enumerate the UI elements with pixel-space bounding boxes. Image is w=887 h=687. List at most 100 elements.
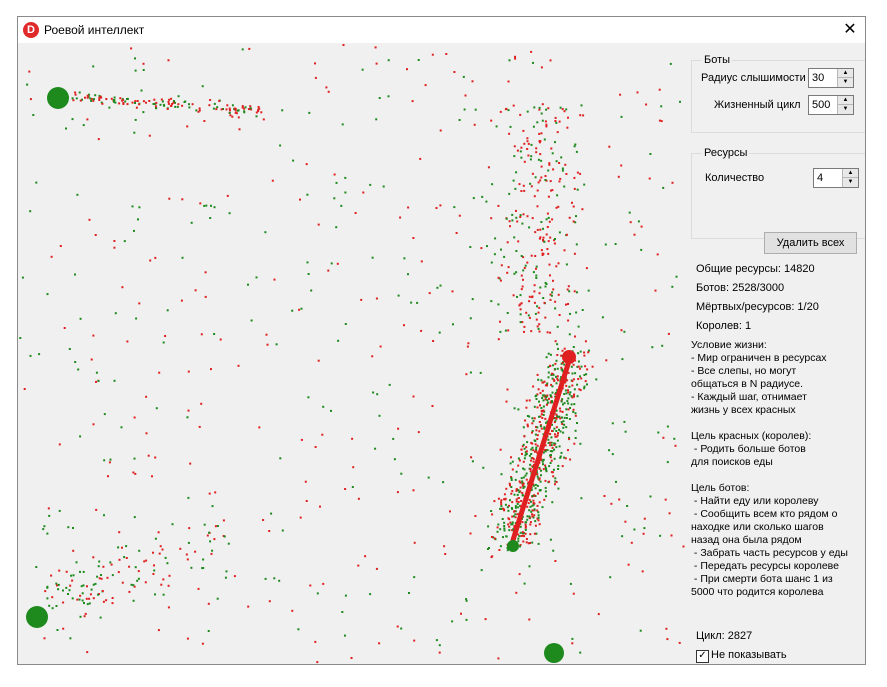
cluster-particle xyxy=(545,470,548,473)
quantity-down-icon[interactable]: ▼ xyxy=(843,178,858,187)
bot-particle xyxy=(654,289,657,292)
queen-particle xyxy=(633,233,636,236)
trail-particle xyxy=(257,106,260,108)
hearing-radius-down-icon[interactable]: ▼ xyxy=(838,78,853,87)
cluster-particle xyxy=(516,513,519,516)
trail-particle xyxy=(105,98,108,100)
queen-particle xyxy=(458,214,461,217)
queen-particle xyxy=(623,420,626,423)
queen-particle xyxy=(207,602,210,605)
band-particle xyxy=(519,150,522,153)
queen-particle xyxy=(327,269,330,272)
queen-particle xyxy=(528,618,531,621)
bot-particle xyxy=(374,46,377,49)
cluster-particle xyxy=(519,486,522,489)
scatter-particle xyxy=(203,523,206,526)
cluster-particle xyxy=(532,503,535,506)
bot-particle xyxy=(264,231,267,234)
trail-particle xyxy=(247,108,250,111)
lifecycle-up-icon[interactable]: ▲ xyxy=(838,96,853,105)
hearing-radius-stepper[interactable]: 30 ▲ ▼ xyxy=(808,68,854,88)
band-particle xyxy=(554,116,557,119)
lifecycle-stepper[interactable]: 500 ▲ ▼ xyxy=(808,95,854,115)
bot-particle xyxy=(465,373,468,376)
cluster-particle xyxy=(571,384,574,387)
quantity-stepper[interactable]: 4 ▲ ▼ xyxy=(813,168,859,188)
cluster-particle xyxy=(553,448,556,451)
cluster-particle xyxy=(503,527,506,530)
cluster-particle xyxy=(584,365,587,368)
cluster-particle xyxy=(565,426,568,429)
band-particle xyxy=(551,152,554,155)
band-particle xyxy=(508,192,511,195)
band-particle xyxy=(561,108,564,111)
cluster-particle xyxy=(511,521,514,524)
band-particle xyxy=(549,180,552,183)
cluster-particle xyxy=(577,360,580,363)
hearing-radius-value[interactable]: 30 xyxy=(812,72,825,84)
delete-all-button[interactable]: Удалить всех xyxy=(764,232,857,254)
queen-particle xyxy=(350,657,353,659)
cluster-particle xyxy=(510,523,513,526)
queen-particle xyxy=(396,625,399,628)
quantity-value[interactable]: 4 xyxy=(817,172,824,184)
scatter-particle xyxy=(79,615,82,618)
cluster-particle xyxy=(527,502,530,505)
band-particle xyxy=(526,137,529,140)
dont-show-checkbox[interactable]: ✓ xyxy=(696,650,709,663)
queen-particle xyxy=(270,512,273,515)
cluster-particle xyxy=(514,516,517,519)
resource-node xyxy=(507,540,519,552)
cluster-particle xyxy=(536,393,539,396)
cluster-particle xyxy=(545,495,547,498)
queen-particle xyxy=(314,446,317,448)
bot-particle xyxy=(164,335,167,337)
bot-particle xyxy=(133,457,136,460)
bot-particle xyxy=(665,627,668,630)
bot-particle xyxy=(297,628,300,631)
cluster-particle xyxy=(533,514,536,517)
cluster-particle xyxy=(551,385,554,388)
lifecycle-down-icon[interactable]: ▼ xyxy=(838,105,853,114)
trail-particle xyxy=(126,103,129,106)
band-particle xyxy=(547,252,550,255)
simulation-canvas[interactable] xyxy=(18,43,688,664)
scatter-particle xyxy=(158,552,161,555)
queen-particle xyxy=(571,642,574,645)
bot-particle xyxy=(529,182,532,185)
cluster-particle xyxy=(571,372,574,375)
cluster-particle xyxy=(544,384,547,387)
bot-particle xyxy=(58,509,61,512)
band-particle xyxy=(572,220,575,223)
cluster-particle xyxy=(518,535,521,538)
lifecycle-value[interactable]: 500 xyxy=(812,99,831,111)
band-particle xyxy=(536,189,539,192)
band-particle xyxy=(515,250,518,252)
band-particle xyxy=(515,216,518,219)
bot-particle xyxy=(360,298,363,301)
close-button[interactable]: ✕ xyxy=(843,21,857,38)
bot-particle xyxy=(503,255,506,258)
queen-particle xyxy=(480,569,483,572)
cluster-particle xyxy=(547,366,550,369)
cluster-particle xyxy=(535,532,538,535)
cluster-particle xyxy=(539,404,541,407)
scatter-particle xyxy=(101,590,104,592)
trail-particle xyxy=(78,91,81,94)
cluster-particle xyxy=(536,517,539,520)
cluster-particle xyxy=(545,356,548,359)
queen-particle xyxy=(299,516,302,519)
dont-show-label[interactable]: Не показывать xyxy=(711,649,787,661)
band-particle xyxy=(499,320,501,323)
quantity-up-icon[interactable]: ▲ xyxy=(843,169,858,178)
bot-particle xyxy=(47,507,50,510)
queen-particle xyxy=(451,290,454,293)
cluster-particle xyxy=(522,534,525,537)
hearing-radius-up-icon[interactable]: ▲ xyxy=(838,69,853,78)
cluster-particle xyxy=(527,481,530,484)
bot-particle xyxy=(579,114,582,117)
cluster-particle xyxy=(570,365,573,368)
bot-particle xyxy=(95,371,98,374)
band-particle xyxy=(558,120,561,123)
bot-particle xyxy=(643,517,646,520)
